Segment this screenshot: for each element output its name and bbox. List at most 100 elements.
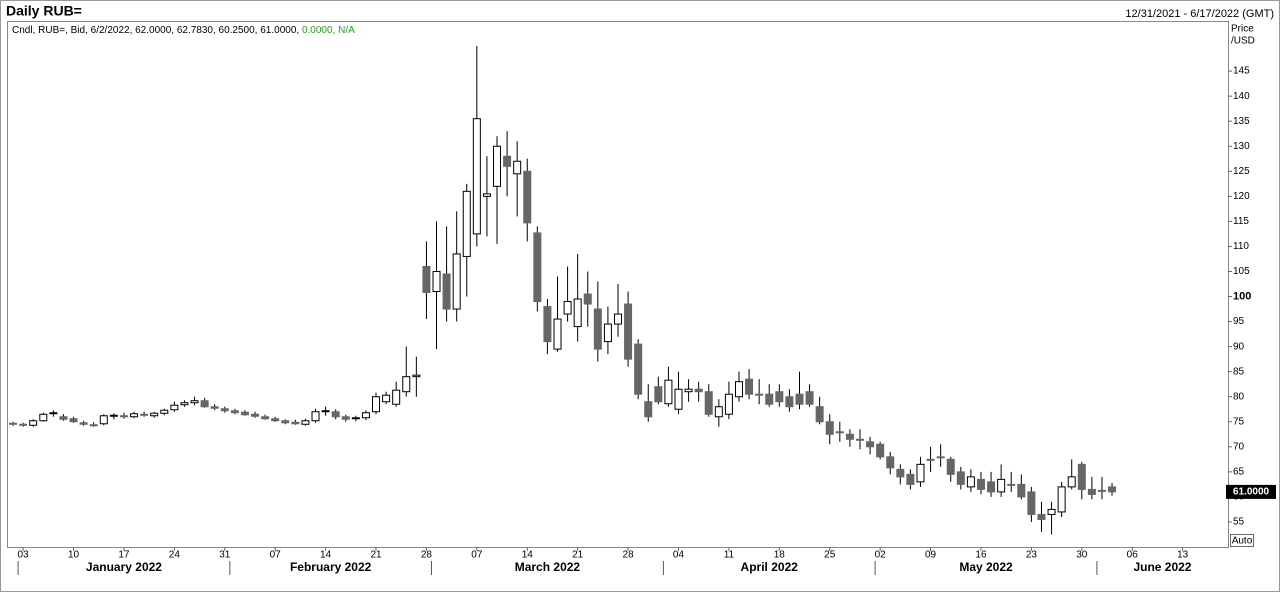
candle-body [835,431,844,434]
candle-body [916,463,925,483]
x-tick-label: 03 [18,550,30,561]
candle-body [704,391,713,415]
candle-body [372,396,381,413]
y-tick-label: 130 [1233,141,1250,152]
candle-body [966,476,975,488]
legend-change: 0.0000, N/A [302,25,355,36]
candle-body [210,406,219,409]
x-tick-label: 18 [774,550,786,561]
candle-body [654,386,663,403]
auto-button-label[interactable]: Auto [1232,536,1253,547]
candle-body [1007,483,1016,486]
candle-body [351,417,360,420]
candle-body [412,374,421,378]
x-tick-label: 28 [421,550,433,561]
chart-title: Daily RUB= [6,3,82,19]
candle-body [624,303,633,360]
y-tick-label: 70 [1233,441,1245,452]
x-tick-label: 14 [320,550,332,561]
candle-body [724,393,733,415]
month-label: April 2022 [741,560,799,574]
candle-body [49,412,58,415]
x-tick-label: 17 [118,550,130,561]
y-tick-label: 95 [1233,316,1245,327]
candle-body [1037,513,1046,520]
candle-body [321,410,330,413]
candle-body [523,170,532,224]
candle-body [976,478,985,490]
month-label: May 2022 [959,560,1013,574]
candle-body [472,118,481,235]
candle-body [301,420,310,425]
y-tick-label: 145 [1233,66,1250,77]
candle-body [69,418,78,423]
candle-body [311,411,320,422]
candle-body [170,404,179,411]
candle-body [1087,488,1096,495]
month-label: March 2022 [515,560,581,574]
x-tick-label: 10 [68,550,80,561]
candle-body [1108,486,1117,493]
candle-body [987,481,996,493]
y-tick-label: 110 [1233,241,1249,252]
candle-body [89,424,98,427]
x-tick-label: 14 [522,550,534,561]
candle-body [886,456,895,469]
candle-body [765,393,774,405]
candle-body [190,400,199,404]
last-price-label: 61.0000 [1233,487,1270,498]
y-tick-label: 90 [1233,341,1245,352]
candle-body [936,456,945,459]
x-tick-label: 24 [169,550,181,561]
x-tick-label: 31 [219,550,231,561]
candle-body [956,471,965,485]
candle-body [361,412,370,419]
candle-body [160,409,169,414]
month-label: June 2022 [1133,560,1191,574]
candle-body [382,394,391,403]
candle-body [684,388,693,393]
candle-body [1027,491,1036,515]
plot-frame [7,21,1229,548]
x-tick-label: 23 [1026,550,1038,561]
x-tick-label: 02 [875,550,887,561]
candle-body [19,423,28,426]
candle-body [614,313,622,325]
candle-body [533,232,542,303]
y-tick-label: 80 [1233,391,1245,402]
candle-body [462,190,471,257]
y-tick-label: 115 [1233,216,1249,227]
candle-body [29,420,38,426]
candle-body [180,402,189,406]
candle-body [1057,486,1066,513]
candle-body [563,301,572,315]
candle-body [644,401,653,418]
y-tick-label: 140 [1233,91,1250,102]
x-tick-label: 28 [623,550,635,561]
candle-body [230,410,239,414]
x-tick-label: 07 [471,550,483,561]
candle-body [261,416,270,420]
candle-body [39,413,48,422]
candle-body [815,406,824,423]
month-label: January 2022 [86,560,162,574]
candle-body [341,416,350,420]
candle-body [513,160,522,175]
candle-body [1047,508,1056,515]
y-tick-label: 85 [1233,366,1245,377]
candle-body [432,270,441,293]
candle-body [220,408,229,412]
candle-body [866,441,875,448]
candle-body [825,421,834,435]
candle-body [553,318,562,350]
x-tick-label: 30 [1076,550,1088,561]
candle-body [573,298,582,328]
date-range: 12/31/2021 - 6/17/2022 (GMT) [1125,8,1274,20]
x-tick-label: 21 [370,550,382,561]
candle-body [946,458,955,475]
candle-body [109,414,118,417]
candle-body [543,306,552,343]
auto-button[interactable] [1230,534,1254,547]
x-tick-label: 09 [925,550,937,561]
